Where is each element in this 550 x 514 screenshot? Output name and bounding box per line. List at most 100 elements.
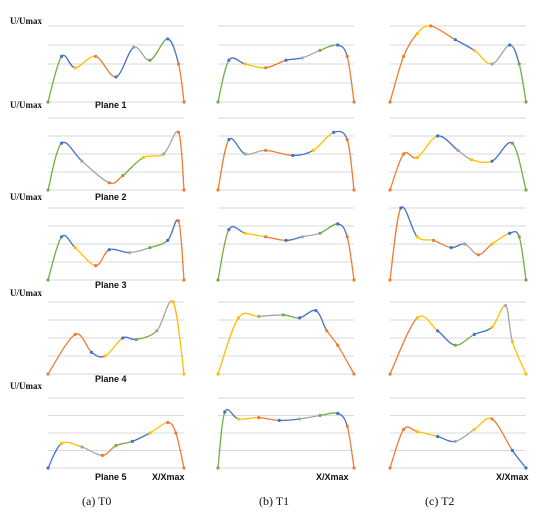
series-segment (389, 207, 402, 281)
data-point (336, 43, 340, 47)
series-segment (471, 159, 493, 164)
series-segment (258, 416, 280, 422)
series-segment (47, 55, 63, 103)
data-point (94, 264, 98, 268)
plane-label-4: Plane 4 (95, 374, 127, 384)
data-point (46, 278, 50, 282)
data-point (318, 48, 322, 52)
data-point (227, 138, 231, 142)
data-point (399, 206, 403, 210)
series-segment (491, 44, 510, 65)
data-point (134, 337, 138, 342)
series-segment (455, 333, 475, 346)
data-point (431, 238, 436, 242)
chart-t0-plane-1 (46, 25, 186, 104)
series-segment (228, 137, 246, 155)
data-point (264, 235, 268, 239)
chart-panels (46, 24, 528, 470)
series-segment (61, 441, 83, 448)
data-point (171, 300, 175, 304)
series-segment (156, 300, 174, 332)
series-segment (285, 57, 303, 61)
data-point (490, 62, 494, 66)
data-point (318, 231, 322, 235)
series-segment (122, 157, 144, 177)
data-point (60, 141, 64, 145)
data-point (352, 466, 356, 470)
series-segment (224, 408, 239, 420)
data-point (182, 100, 186, 104)
data-point (472, 48, 476, 52)
data-point (284, 58, 288, 62)
data-point (148, 58, 152, 62)
series-segment (149, 38, 168, 61)
data-point (388, 100, 392, 104)
data-point (510, 448, 514, 453)
series-segment (511, 142, 527, 191)
series-segment (177, 63, 185, 103)
series-segment (228, 57, 246, 65)
series-segment (389, 56, 405, 103)
data-point (182, 466, 186, 470)
data-point (470, 158, 474, 162)
data-point (402, 54, 406, 59)
series-segment (108, 175, 124, 185)
x-axis-label-col1: X/Xmax (152, 472, 185, 482)
data-point (429, 24, 433, 28)
chart-t0-plane-3 (46, 207, 186, 282)
series-segment (302, 232, 321, 238)
data-point (103, 354, 107, 358)
x-axis-label-col2: X/Xmax (316, 472, 349, 482)
series-segment (265, 149, 293, 157)
series-segment (416, 236, 434, 242)
series-segment (509, 44, 520, 65)
series-segment (172, 301, 185, 375)
series-segment (75, 55, 96, 69)
series-segment (95, 249, 110, 267)
data-point (243, 152, 247, 156)
series-segment (245, 63, 266, 69)
chart-t1-plane-4 (216, 301, 356, 376)
y-axis-label-row1: U/Umax (10, 16, 42, 26)
data-point (345, 54, 349, 59)
data-point (243, 62, 247, 66)
data-point (176, 62, 181, 66)
series-segment (283, 314, 300, 319)
data-point (121, 336, 125, 340)
data-point (281, 313, 285, 317)
series-segment (163, 130, 180, 155)
data-point (490, 417, 494, 421)
series-segment (238, 416, 259, 420)
data-point (314, 309, 318, 313)
series-segment (474, 326, 493, 335)
series-segment (81, 446, 103, 457)
series-segment (95, 55, 117, 78)
series-segment (132, 432, 151, 443)
data-point (345, 424, 349, 428)
data-point (524, 100, 528, 104)
series-segment (47, 236, 63, 281)
series-segment (129, 246, 151, 254)
data-point (216, 100, 220, 104)
data-point (453, 38, 457, 42)
series-segment (400, 206, 418, 238)
series-segment (464, 243, 479, 256)
series-segment (81, 160, 110, 184)
series-segment (402, 33, 418, 57)
data-point (449, 246, 453, 250)
data-point (524, 466, 528, 470)
chart-t1-plane-1 (216, 25, 356, 104)
data-point (415, 235, 419, 239)
data-point (345, 235, 349, 239)
data-point (114, 444, 118, 448)
series-segment (104, 337, 124, 357)
series-segment (346, 236, 355, 281)
series-segment (177, 220, 185, 281)
series-segment (47, 442, 63, 469)
data-point (352, 100, 356, 104)
series-segment (491, 141, 513, 162)
series-segment (133, 46, 151, 61)
data-point (60, 235, 64, 239)
series-segment (115, 46, 135, 78)
data-point (284, 238, 288, 242)
